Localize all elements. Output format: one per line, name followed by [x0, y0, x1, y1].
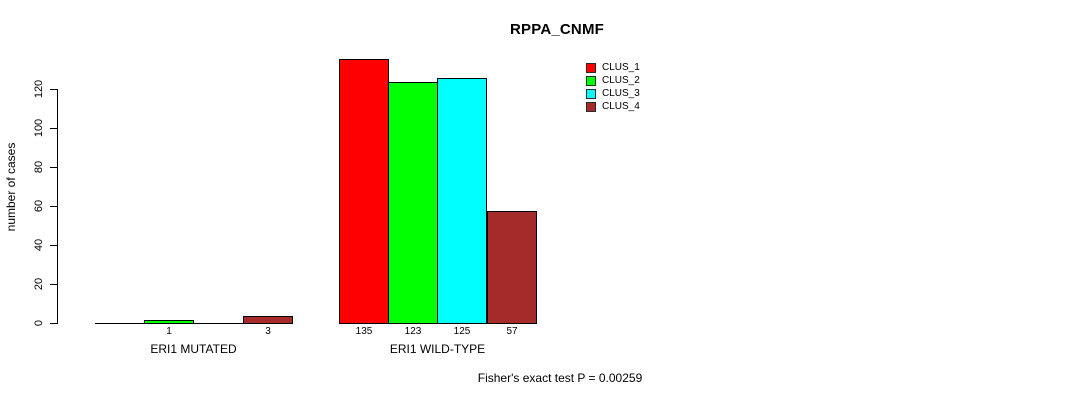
legend-item: CLUS_3 [586, 88, 640, 99]
bar-value-label: 1 [166, 326, 172, 337]
legend-swatch-icon [586, 75, 596, 86]
y-tick-label: 0 [33, 319, 45, 327]
y-tick [50, 128, 57, 129]
y-tick-label: 20 [33, 277, 45, 291]
y-tick [50, 245, 57, 246]
x-group-label: ERI1 MUTATED [150, 342, 237, 356]
bar-value-label: 125 [453, 326, 471, 337]
legend-label: CLUS_3 [602, 88, 640, 99]
bar-clus_4 [487, 211, 537, 324]
y-tick [50, 89, 57, 90]
legend-swatch-icon [586, 101, 596, 112]
legend-label: CLUS_4 [602, 101, 640, 112]
legend: CLUS_1 CLUS_2 CLUS_3 CLUS_4 [586, 62, 640, 112]
legend-label: CLUS_1 [602, 62, 640, 73]
legend-label: CLUS_2 [602, 75, 640, 86]
y-tick-label: 100 [33, 118, 45, 138]
legend-swatch-icon [586, 88, 596, 99]
bar-clus_1 [339, 59, 389, 324]
y-tick [50, 167, 57, 168]
bar-value-label: 135 [355, 326, 373, 337]
legend-item: CLUS_4 [586, 101, 640, 112]
x-group-label: ERI1 WILD-TYPE [389, 342, 486, 356]
legend-swatch-icon [586, 62, 596, 73]
legend-item: CLUS_1 [586, 62, 640, 73]
bar-value-label: 57 [506, 326, 518, 337]
chart-title: RPPA_CNMF [509, 21, 605, 38]
y-tick [50, 323, 57, 324]
bar-clus_3 [437, 78, 487, 324]
y-tick [50, 284, 57, 285]
y-tick-label: 80 [33, 160, 45, 174]
y-tick-label: 40 [33, 238, 45, 252]
legend-item: CLUS_2 [586, 75, 640, 86]
y-axis-line [57, 89, 58, 324]
bar-value-label: 3 [265, 326, 271, 337]
bar-clus_4 [243, 316, 293, 324]
bar-clus_2 [144, 320, 194, 324]
bar-clus_2 [388, 82, 438, 324]
y-tick [50, 206, 57, 207]
y-tick-label: 60 [33, 199, 45, 213]
bar-value-label: 123 [404, 326, 422, 337]
y-tick-label: 120 [33, 79, 45, 99]
fisher-test-annotation: Fisher's exact test P = 0.00259 [477, 371, 643, 385]
